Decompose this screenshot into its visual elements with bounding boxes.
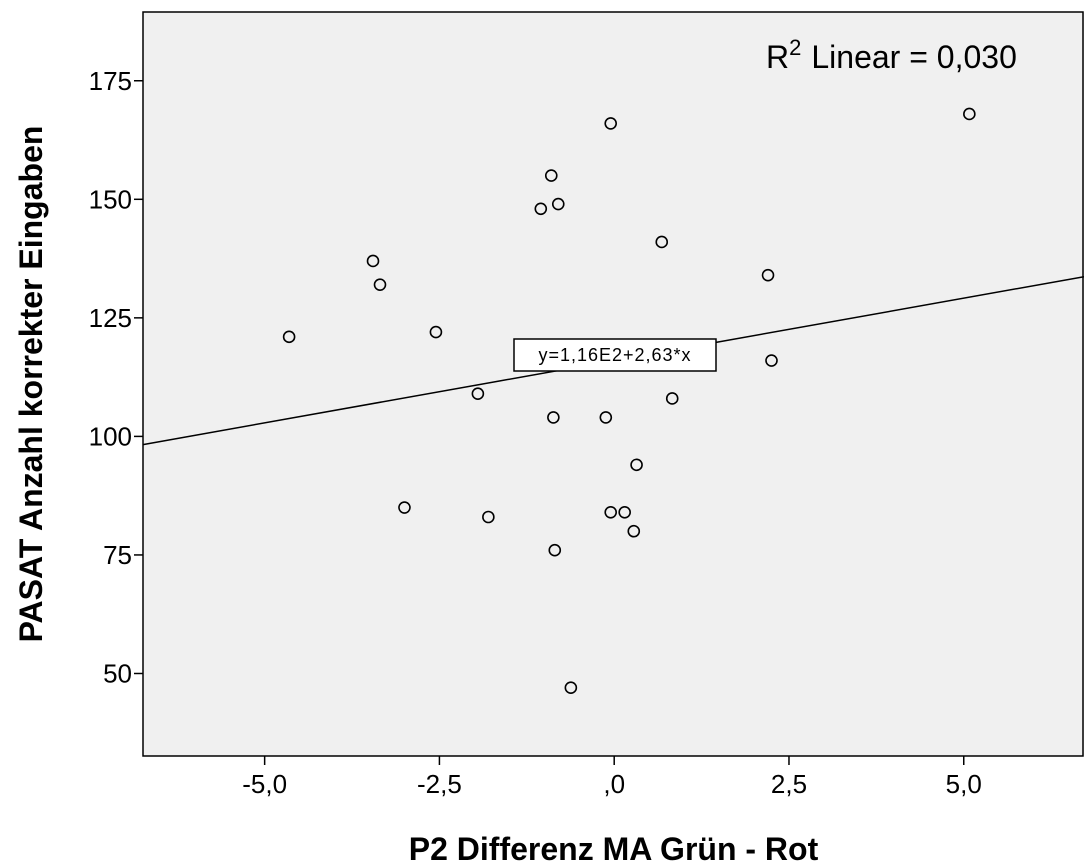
data-point — [366, 254, 380, 268]
y-tick-label: 100 — [89, 421, 132, 451]
x-tick-label: -5,0 — [242, 769, 287, 799]
data-point — [599, 411, 613, 424]
x-tick-label: 2,5 — [771, 769, 807, 799]
y-axis: 50 75 100 125 150 175 — [89, 66, 143, 688]
x-axis-title: P2 Differenz MA Grün - Rot — [409, 831, 819, 867]
y-tick-label: 75 — [103, 540, 132, 570]
data-point — [548, 543, 562, 557]
data-point — [471, 387, 485, 401]
data-point — [547, 411, 560, 424]
plot-frame — [142, 11, 1084, 757]
fit-equation-box: y=1,16E2+2,63*x — [513, 338, 717, 372]
fit-equation-frame — [513, 338, 717, 372]
data-point — [604, 505, 618, 519]
data-point — [534, 202, 548, 216]
r-squared-superscript: 2 — [789, 35, 801, 60]
data-point — [429, 325, 443, 339]
x-axis: -5,0 -2,5 ,0 2,5 5,0 — [242, 756, 982, 799]
data-point — [398, 501, 411, 514]
x-tick-label: 5,0 — [946, 769, 982, 799]
data-point — [551, 197, 565, 211]
fit-equation-label: y=1,16E2+2,63*x — [538, 345, 691, 365]
data-point — [963, 107, 976, 121]
data-point — [761, 268, 775, 282]
plot-area — [143, 12, 1084, 756]
data-point — [564, 681, 578, 695]
data-point — [544, 169, 558, 182]
data-point — [282, 330, 296, 344]
data-point — [655, 235, 669, 249]
y-axis-title: PASAT Anzahl korrekter Eingaben — [13, 126, 49, 643]
r-squared-label: R2 Linear = 0,030 — [766, 35, 1017, 75]
y-tick-label: 150 — [89, 184, 132, 214]
y-tick-label: 175 — [89, 66, 132, 96]
data-point — [630, 458, 643, 472]
data-points — [282, 107, 976, 695]
data-point — [765, 354, 778, 367]
y-tick-label: 125 — [89, 303, 132, 333]
data-point — [618, 505, 631, 519]
data-point — [604, 117, 618, 130]
x-tick-label: ,0 — [603, 769, 625, 799]
data-point — [627, 524, 641, 538]
data-point — [482, 510, 495, 524]
x-tick-label: -2,5 — [417, 769, 462, 799]
y-tick-label: 50 — [103, 658, 132, 688]
data-point — [665, 392, 679, 405]
r-squared-value: Linear = 0,030 — [811, 39, 1017, 75]
data-point — [373, 278, 387, 291]
r-squared-prefix: R — [766, 39, 789, 75]
